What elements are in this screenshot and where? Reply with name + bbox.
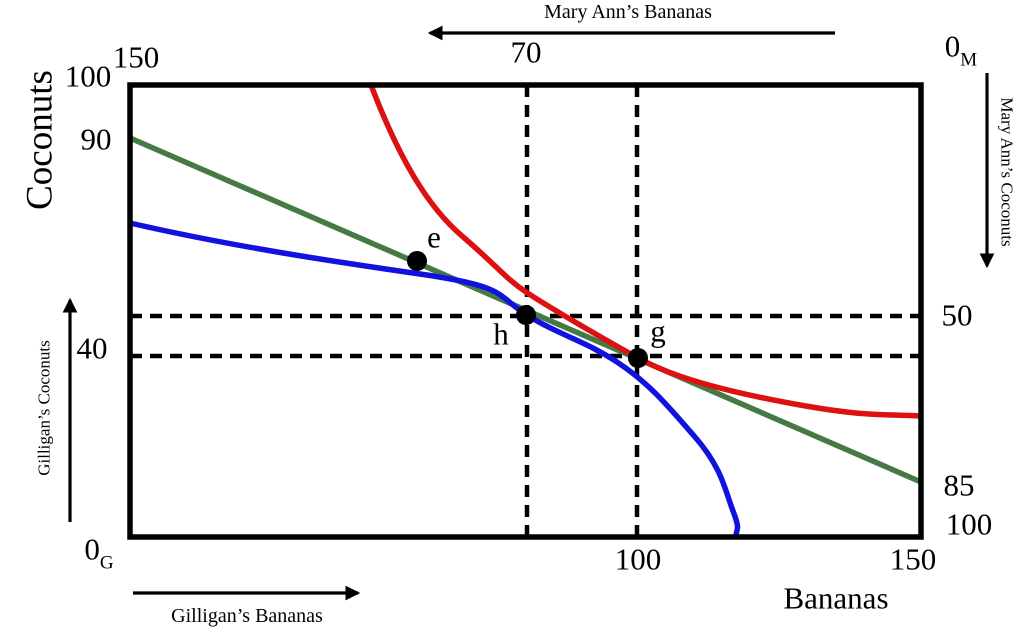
bananas-axis-label: Bananas — [783, 580, 889, 616]
top-tick-150: 150 — [112, 39, 160, 75]
mary-ann-coconuts-arrow-label: Mary Ann’s Coconuts — [997, 97, 1017, 247]
point-dot-e — [407, 251, 427, 271]
point-label-h: h — [493, 316, 509, 352]
mary-ann-bananas-arrow-label: Mary Ann’s Bananas — [544, 1, 712, 23]
point-label-g: g — [650, 313, 666, 349]
gilligan-indifference-curve — [129, 220, 741, 538]
top-tick-70: 70 — [510, 34, 542, 70]
gilligan-origin: 0G — [84, 534, 113, 573]
mary-ann-origin-zero: 0 — [944, 28, 961, 64]
point-label-e: e — [427, 219, 441, 255]
left-tick-100: 100 — [64, 58, 112, 94]
right-tick-85: 85 — [943, 467, 975, 503]
right-tick-100: 100 — [945, 506, 993, 542]
gilligan-coconuts-arrow-label: Gilligan’s Coconuts — [34, 340, 54, 476]
point-dot-g — [628, 348, 648, 368]
point-dot-h — [516, 305, 536, 325]
right-tick-50: 50 — [941, 297, 973, 333]
gilligan-origin-zero: 0 — [84, 531, 100, 567]
left-tick-40: 40 — [76, 330, 108, 366]
gilligan-origin-subscript: G — [99, 552, 114, 574]
mary-ann-indifference-curve — [368, 84, 922, 419]
bottom-tick-100: 100 — [614, 541, 662, 577]
mary-ann-origin-subscript: M — [960, 49, 978, 71]
gilligan-bananas-arrow-label: Gilligan’s Bananas — [171, 605, 323, 627]
bottom-tick-150: 150 — [889, 541, 937, 577]
edgeworth-box-border — [127, 82, 924, 540]
left-tick-90: 90 — [80, 121, 112, 157]
mary-ann-origin: 0M — [945, 31, 977, 70]
coconuts-axis-label: Coconuts — [19, 70, 61, 210]
